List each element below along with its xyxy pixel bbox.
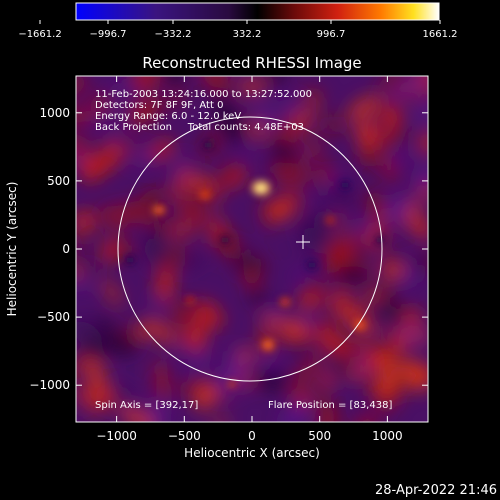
colorbar-tick-label: 996.7 xyxy=(317,29,346,40)
spin-axis-label: Spin Axis = [392,17] xyxy=(95,400,198,411)
info-detectors: Detectors: 7F 8F 9F, Att 0 xyxy=(95,100,223,111)
heatmap-image xyxy=(76,76,428,422)
colorbar-gradient xyxy=(75,2,440,21)
y-tick-label: −1000 xyxy=(29,378,70,392)
y-tick-label: −500 xyxy=(37,310,70,324)
colorbar: −1661.2 −996.7 −332.2 332.2 996.7 1661.2 xyxy=(18,2,458,40)
x-tick-label: −500 xyxy=(168,429,201,443)
y-tick-label: 1000 xyxy=(39,106,70,120)
plot-title: Reconstructed RHESSI Image xyxy=(142,54,361,72)
colorbar-tick-label: 1661.2 xyxy=(423,29,458,40)
x-tick-label: 500 xyxy=(308,429,331,443)
timestamp: 28-Apr-2022 21:46 xyxy=(375,483,497,498)
info-method-counts: Back Projection Total counts: 4.48E+03 xyxy=(95,122,304,133)
colorbar-tick-label: −996.7 xyxy=(89,29,126,40)
y-tick-label: 500 xyxy=(47,174,70,188)
colorbar-tick-label: −332.2 xyxy=(154,29,191,40)
colorbar-ticks: −1661.2 −996.7 −332.2 332.2 996.7 1661.2 xyxy=(18,20,458,40)
x-tick-label: 1000 xyxy=(372,429,403,443)
x-axis-label: Heliocentric X (arcsec) xyxy=(184,446,320,460)
flare-position-label: Flare Position = [83,438] xyxy=(268,400,392,411)
x-tick-label: 0 xyxy=(248,429,256,443)
y-tick-label: 0 xyxy=(62,242,70,256)
solar-limb-circle xyxy=(117,116,383,382)
x-axis: −1000 −500 0 500 1000 xyxy=(96,76,403,443)
y-axis: −1000 −500 0 500 1000 xyxy=(29,106,428,392)
info-energy-range: Energy Range: 6.0 - 12.0 keV xyxy=(95,111,241,122)
colorbar-tick-label: −1661.2 xyxy=(18,29,61,40)
x-tick-label: −1000 xyxy=(96,429,137,443)
y-axis-label: Heliocentric Y (arcsec) xyxy=(5,182,19,317)
spin-axis-crosshair xyxy=(296,235,310,249)
colorbar-tick-label: 332.2 xyxy=(233,29,262,40)
observation-info: 11-Feb-2003 13:24:16.000 to 13:27:52.000… xyxy=(95,89,312,133)
info-time-range: 11-Feb-2003 13:24:16.000 to 13:27:52.000 xyxy=(95,89,312,100)
